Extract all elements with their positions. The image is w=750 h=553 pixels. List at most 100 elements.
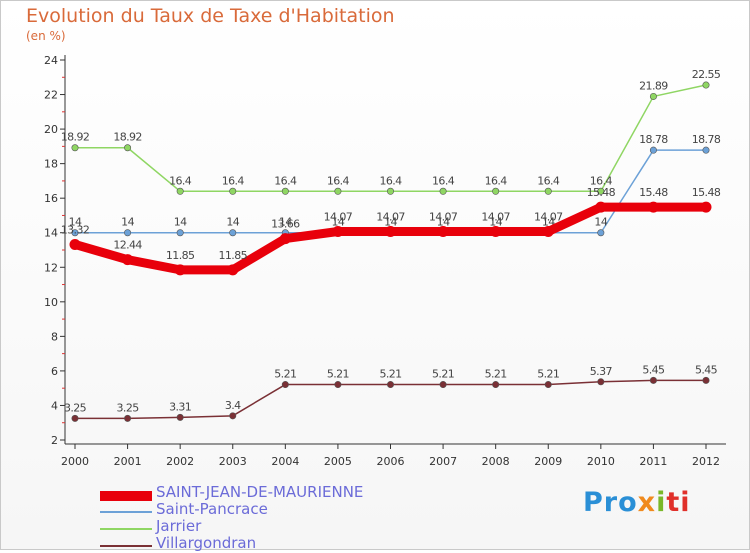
x-tick-label: 2011 — [639, 455, 667, 468]
data-point — [702, 376, 710, 384]
y-tick-label: 18 — [44, 158, 58, 171]
x-tick-label: 2010 — [587, 455, 615, 468]
y-tick-label: 4 — [51, 399, 58, 412]
data-point — [124, 414, 132, 422]
logo-part-4: ti — [666, 487, 691, 518]
data-point — [71, 414, 79, 422]
data-label: 14.07 — [376, 211, 405, 224]
data-point — [124, 229, 132, 237]
data-label: 3.25 — [64, 401, 87, 414]
data-label: 5.21 — [327, 368, 349, 381]
data-point — [281, 187, 289, 195]
x-tick-label: 2005 — [324, 455, 352, 468]
proxiti-logo[interactable]: Proxiti — [583, 487, 691, 518]
data-label: 12.44 — [113, 239, 142, 252]
data-point — [702, 146, 710, 154]
data-label: 14 — [489, 216, 502, 229]
data-label: 16.4 — [379, 174, 402, 187]
data-point — [492, 381, 500, 389]
data-label: 5.21 — [537, 368, 559, 381]
data-point — [124, 144, 132, 152]
x-tick-label: 2004 — [271, 455, 299, 468]
data-label: 18.92 — [113, 131, 142, 144]
legend-label: Saint-Pancrace — [156, 500, 268, 518]
data-point — [595, 201, 607, 213]
data-point — [647, 201, 659, 213]
data-point — [174, 264, 186, 276]
data-point — [122, 254, 134, 266]
y-tick-label: 10 — [44, 296, 58, 309]
data-label: 16.4 — [590, 174, 613, 187]
x-tick-label: 2003 — [219, 455, 247, 468]
data-point — [597, 378, 605, 386]
data-point — [69, 238, 81, 250]
logo-part-2: x — [637, 487, 657, 518]
data-label: 3.4 — [225, 399, 241, 412]
data-label: 5.21 — [274, 368, 296, 381]
data-point — [71, 144, 79, 152]
x-tick-label: 2007 — [429, 455, 457, 468]
data-point — [437, 226, 449, 238]
legend-label: Jarrier — [156, 517, 202, 535]
legend-label: SAINT-JEAN-DE-MAURIENNE — [156, 483, 364, 501]
legend-swatch — [100, 491, 152, 501]
data-point — [227, 264, 239, 276]
data-point — [229, 187, 237, 195]
y-tick-label: 14 — [44, 227, 58, 240]
y-tick-label: 2 — [51, 434, 58, 447]
data-point — [542, 226, 554, 238]
data-point — [279, 233, 291, 245]
data-point — [597, 229, 605, 237]
y-tick-label: 22 — [44, 89, 58, 102]
data-label: 14.07 — [534, 211, 563, 224]
data-label: 11.85 — [166, 249, 195, 262]
x-tick-label: 2001 — [114, 455, 142, 468]
data-point — [492, 187, 500, 195]
data-label: 14 — [437, 216, 450, 229]
data-label: 16.4 — [169, 174, 192, 187]
data-label: 14 — [279, 216, 292, 229]
data-label: 13.32 — [61, 223, 90, 236]
data-point — [386, 187, 394, 195]
data-label: 14 — [594, 216, 607, 229]
data-label: 11.85 — [219, 249, 248, 262]
data-label: 18.92 — [61, 131, 90, 144]
data-label: 5.21 — [379, 368, 401, 381]
y-tick-label: 16 — [44, 192, 58, 205]
data-label: 13.66 — [271, 218, 300, 231]
data-label: 14.07 — [481, 211, 510, 224]
data-label: 15.48 — [587, 186, 616, 199]
data-label: 14 — [226, 216, 239, 229]
legend-swatch — [100, 528, 152, 530]
x-tick-label: 2012 — [692, 455, 720, 468]
data-label: 16.4 — [432, 174, 455, 187]
data-label: 16.4 — [222, 174, 245, 187]
legend-swatch — [100, 545, 152, 547]
data-point — [439, 381, 447, 389]
x-tick-label: 2000 — [61, 455, 89, 468]
data-label: 16.4 — [327, 174, 350, 187]
data-label: 14 — [332, 216, 345, 229]
data-label: 18.78 — [692, 133, 721, 146]
data-point — [490, 226, 502, 238]
x-tick-label: 2009 — [534, 455, 562, 468]
data-label: 3.31 — [169, 400, 191, 413]
data-label: 3.25 — [117, 401, 140, 414]
legend-label: Villargondran — [156, 534, 257, 552]
logo-part-3: i — [656, 487, 667, 518]
y-tick-label: 8 — [51, 330, 58, 343]
x-tick-label: 2006 — [377, 455, 405, 468]
data-label: 18.78 — [639, 133, 668, 146]
y-tick-label: 6 — [51, 365, 58, 378]
data-label: 15.48 — [639, 186, 668, 199]
data-point — [334, 187, 342, 195]
logo-part-1: Pro — [583, 487, 638, 518]
data-label: 14 — [174, 216, 187, 229]
data-point — [176, 187, 184, 195]
data-point — [334, 381, 342, 389]
data-label: 16.4 — [537, 174, 560, 187]
data-label: 5.45 — [695, 363, 718, 376]
